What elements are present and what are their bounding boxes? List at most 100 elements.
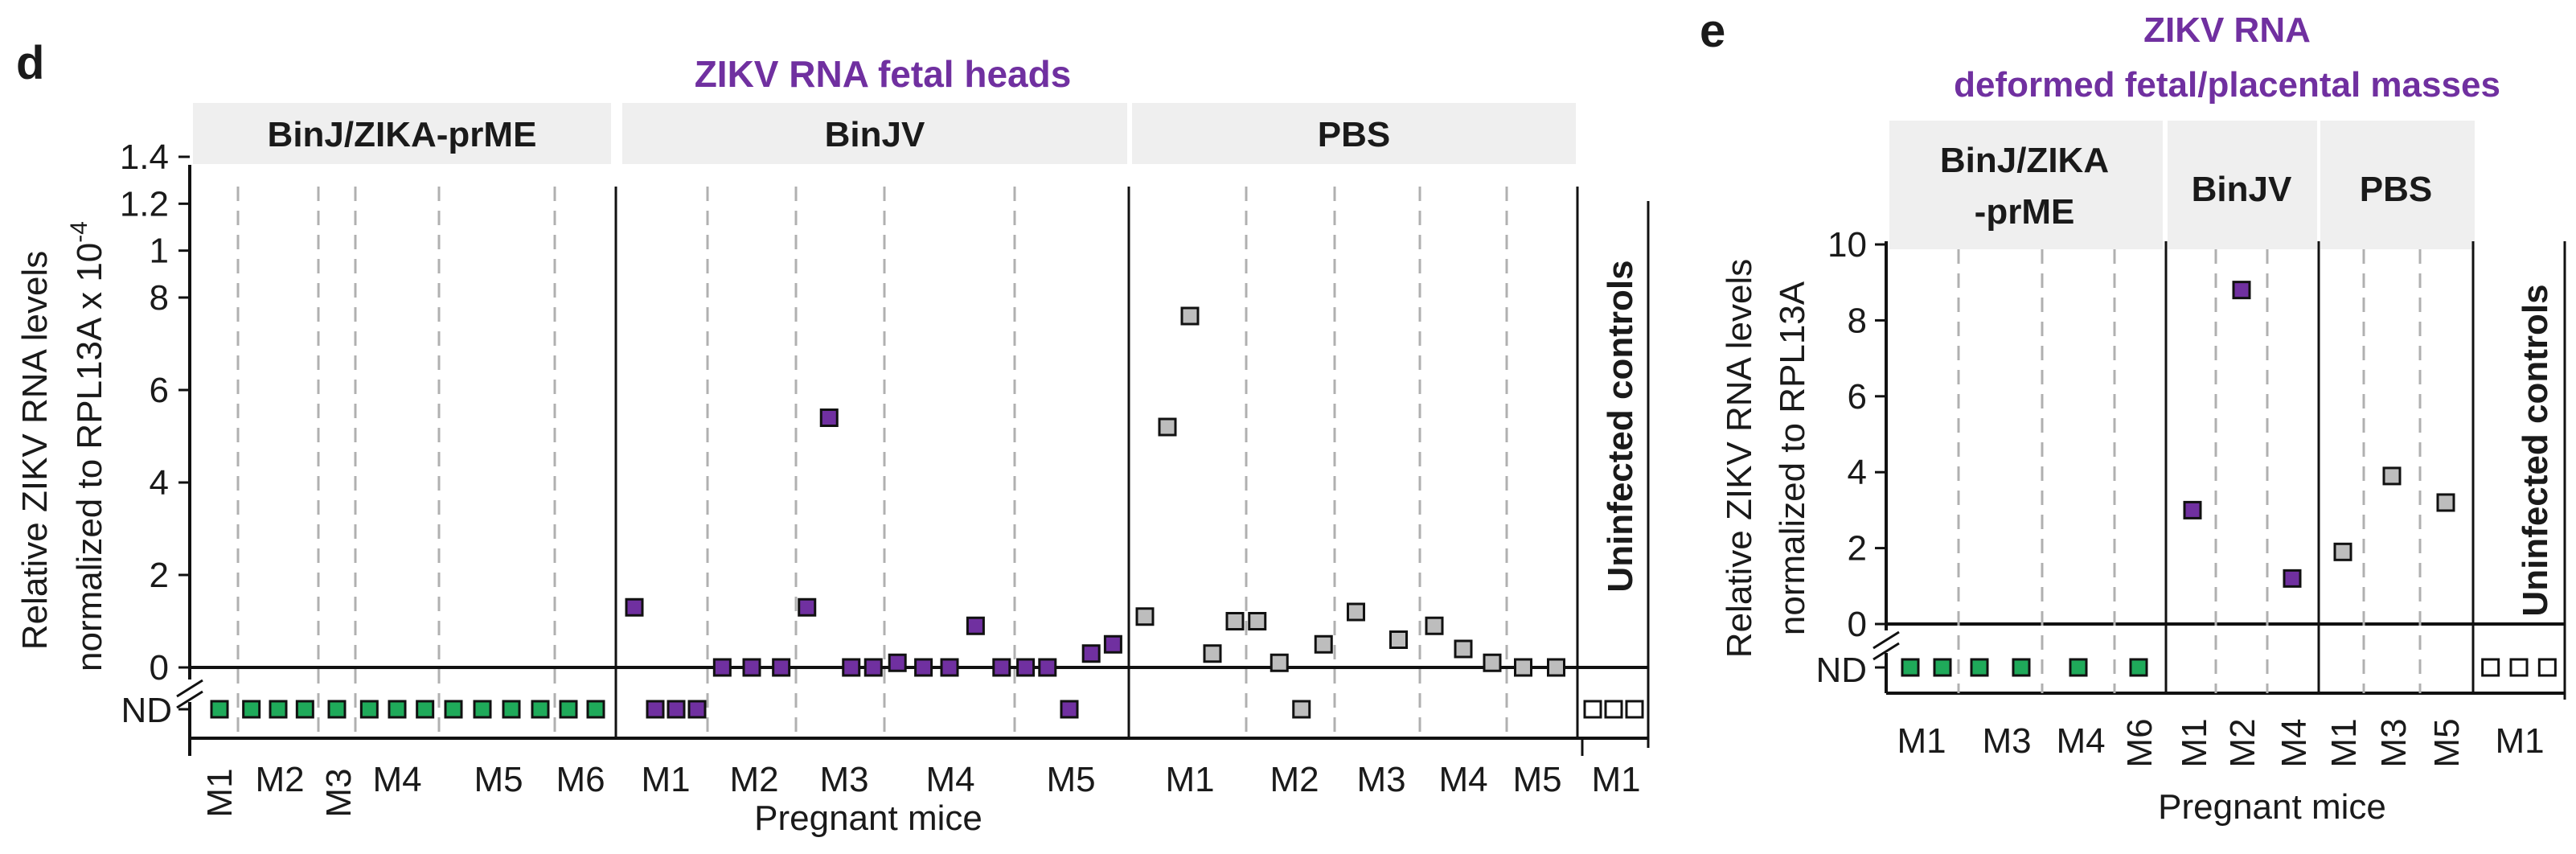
data-point [1625,700,1644,719]
data-point [2509,658,2529,677]
y-tick-label: 6 [1848,377,1867,417]
data-point [531,700,550,719]
group-header-bg-pbs-e [2320,121,2475,249]
data-point [1180,306,1200,326]
x-tick-label: M5 [2427,718,2467,767]
x-tick-label: M2 [1270,760,1319,799]
y-tick-label: 8 [150,278,169,318]
x-tick-label: M5 [1046,760,1095,799]
group-label-pbs-e: PBS [2360,170,2432,209]
data-point [1483,653,1502,672]
x-tick-label: M3 [1356,760,1405,799]
data-point [1514,658,1532,677]
data-point [559,700,578,719]
x-tick-label: M5 [474,760,523,799]
x-tick-label: M1 [1897,721,1946,761]
x-tick-label: M2 [729,760,778,799]
data-point [473,700,492,719]
x-tick-label: M1 [641,760,690,799]
y-tick-label: 2 [1848,529,1867,569]
data-point [1547,658,1565,677]
data-point [1016,658,1036,677]
x-tick-label: M3 [319,768,359,817]
x-tick-label: M4 [2275,718,2314,767]
data-point [2537,658,2557,677]
x-tick-label: M1 [2495,721,2544,761]
y-axis-label-e-line1: Relative ZIKV RNA levels [1720,259,1759,658]
y-axis-label-e-line2: normalized to RPL13A [1773,281,1812,635]
data-point [667,700,686,719]
mouse-separators [236,187,1584,756]
data-point [1081,644,1101,663]
y-tick-label: 4 [1848,453,1867,492]
data-point [1203,644,1222,663]
x-tick-label: M4 [2056,721,2105,761]
group-header-bg-binjv [622,103,1127,164]
y-ticks-e: 0 2 4 6 8 10 ND [1815,225,1886,690]
x-tick-label: M4 [372,760,421,799]
x-tick-label: M6 [556,760,605,799]
panel-e: e ZIKV RNA deformed fetal/placental mass… [1700,5,2566,827]
data-point [416,700,435,719]
data-point [1933,658,1952,677]
data-point [1604,700,1623,719]
data-point [327,700,347,719]
x-tick-label: M5 [1512,760,1561,799]
data-point [1970,658,1989,677]
data-point [992,658,1011,677]
nd-label: ND [1815,651,1867,690]
y-axis-label-exponent: -4 [66,221,92,243]
data-point [687,700,707,719]
data-point [2069,658,2088,677]
panel-letter-e: e [1700,5,1725,57]
data-point [1158,417,1177,437]
data-point [798,597,817,617]
data-point [863,658,883,677]
data-point [1292,700,1311,719]
data-point [914,658,933,677]
data-point [646,700,665,719]
x-tick-label: M3 [2374,718,2414,767]
data-point [388,700,407,719]
data-point [210,700,229,719]
x-tick-labels-e: M1 M3 M4 M6 M1 M2 M4 M1 M3 M5 M1 [1897,718,2544,767]
x-tick-label: M6 [2120,718,2160,767]
uninfected-controls-label-e: Uninfected controls [2516,284,2555,616]
panel-d: d ZIKV RNA fetal heads BinJ/ZIKA-prME Bi… [15,37,1650,838]
data-point [1314,634,1333,654]
group-label-binjv-e: BinJV [2192,170,2292,209]
x-tick-label: M1 [2324,718,2364,767]
panel-d-title: ZIKV RNA fetal heads [695,53,1072,95]
data-point [2283,569,2302,588]
group-header-bg-binj-zika [193,103,611,164]
x-tick-label: M3 [1982,721,2031,761]
group-label-binj-zika-e-line1: BinJ/ZIKA [1940,141,2109,180]
y-tick-label: 8 [1848,301,1867,340]
x-tick-label: M1 [1591,760,1640,799]
y-tick-label: 1 [150,232,169,271]
data-point [1248,612,1267,630]
data-point [712,658,732,677]
data-point [625,597,644,617]
x-tick-label: M2 [2223,718,2262,767]
data-point [2333,542,2352,561]
y-tick-label: 2 [150,556,169,595]
panel-e-title-line1: ZIKV RNA [2143,10,2311,50]
y-tick-label: 10 [1827,225,1867,265]
data-point [242,700,261,719]
y-tick-label: 4 [150,463,169,503]
data-point [888,653,907,672]
y-tick-label: 0 [1848,605,1867,644]
x-tick-labels: M1 M2 M3 M4 M5 M6 M1 M2 M3 M4 M5 M1 M2 M3 M4 M5 M1 [200,760,1641,818]
group-header-bg-binjv-e [2168,121,2317,249]
data-point [2183,500,2202,519]
data-point [1038,658,1057,677]
data-point [1454,639,1473,659]
group-header-bg-pbs [1132,103,1576,164]
group-label-binj-zika: BinJ/ZIKA-prME [268,115,537,154]
data-point [1389,630,1408,649]
x-tick-label: M2 [255,760,304,799]
x-tick-label: M1 [200,768,240,817]
axis-break-e [1872,630,1904,661]
